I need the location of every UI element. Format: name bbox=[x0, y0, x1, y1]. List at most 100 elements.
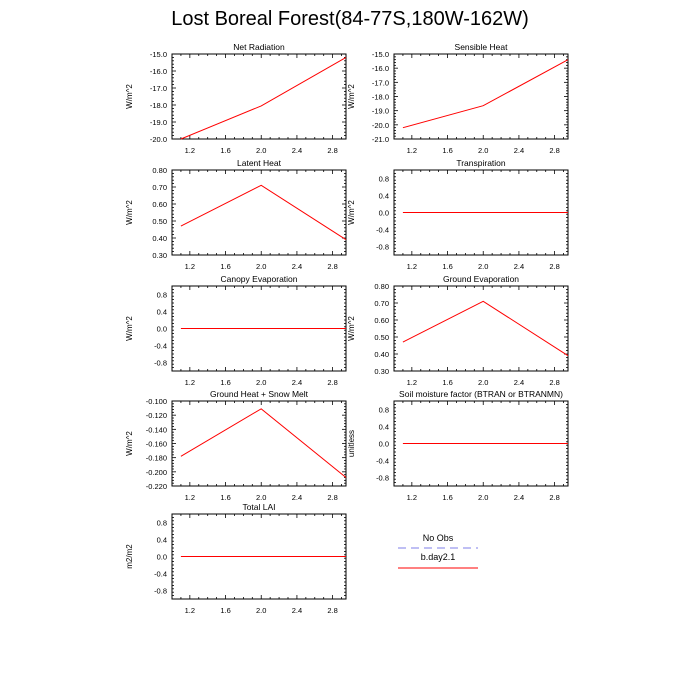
x-tick-label: 1.2 bbox=[185, 378, 195, 387]
x-tick-label: 1.6 bbox=[220, 378, 230, 387]
x-tick-label: 1.6 bbox=[220, 146, 230, 155]
y-tick-label: -19.0 bbox=[372, 107, 389, 116]
y-tick-label: 0.4 bbox=[379, 423, 389, 432]
x-tick-label: 2.8 bbox=[549, 262, 559, 271]
x-tick-label: 2.4 bbox=[514, 493, 524, 502]
y-tick-label: -0.8 bbox=[376, 474, 389, 483]
y-tick-label: 0.0 bbox=[379, 440, 389, 449]
legend-label-obs: No Obs bbox=[423, 533, 454, 543]
y-tick-label: -0.120 bbox=[146, 411, 167, 420]
y-tick-label: 0.4 bbox=[157, 536, 167, 545]
y-tick-label: -0.100 bbox=[146, 397, 167, 406]
y-axis-label: m2/m2 bbox=[125, 544, 134, 569]
plot-frame bbox=[171, 169, 347, 256]
plot-frame bbox=[171, 53, 347, 140]
x-tick-label: 1.6 bbox=[220, 493, 230, 502]
y-tick-label: 0.8 bbox=[157, 519, 167, 528]
y-tick-label: -0.4 bbox=[376, 457, 389, 466]
y-tick-label: 0.0 bbox=[379, 209, 389, 218]
y-tick-label: 0.60 bbox=[152, 200, 167, 209]
y-tick-label: 0.50 bbox=[374, 333, 389, 342]
y-tick-label: -20.0 bbox=[372, 121, 389, 130]
y-tick-label: -15.0 bbox=[372, 50, 389, 59]
x-tick-label: 2.0 bbox=[478, 146, 488, 155]
y-axis-label: W/m^2 bbox=[125, 316, 134, 341]
series-line bbox=[402, 300, 569, 357]
y-tick-label: -17.0 bbox=[372, 78, 389, 87]
x-tick-label: 2.8 bbox=[549, 146, 559, 155]
y-tick-label: 0.8 bbox=[379, 175, 389, 184]
panel-title: Ground Heat + Snow Melt bbox=[210, 389, 309, 399]
x-tick-label: 1.6 bbox=[442, 493, 452, 502]
x-tick-label: 1.2 bbox=[407, 493, 417, 502]
y-tick-label: -19.0 bbox=[150, 118, 167, 127]
x-tick-label: 2.4 bbox=[514, 262, 524, 271]
figure-title: Lost Boreal Forest(84-77S,180W-162W) bbox=[171, 8, 529, 30]
series-line bbox=[180, 184, 347, 241]
y-axis-label: unitless bbox=[347, 430, 356, 457]
y-tick-label: 0.80 bbox=[152, 166, 167, 175]
x-tick-label: 2.4 bbox=[292, 606, 302, 615]
x-tick-label: 1.6 bbox=[442, 378, 452, 387]
plot-frame bbox=[393, 285, 569, 372]
x-tick-label: 1.2 bbox=[185, 493, 195, 502]
y-axis-label: W/m^2 bbox=[347, 200, 356, 225]
x-tick-label: 2.0 bbox=[256, 378, 266, 387]
panel-title: Total LAI bbox=[242, 502, 275, 512]
plot-frame bbox=[171, 400, 347, 487]
y-tick-label: 0.0 bbox=[157, 553, 167, 562]
x-tick-label: 2.0 bbox=[256, 606, 266, 615]
x-tick-label: 1.2 bbox=[407, 146, 417, 155]
y-axis-label: W/m^2 bbox=[347, 316, 356, 341]
y-tick-label: -0.4 bbox=[376, 226, 389, 235]
x-tick-label: 1.2 bbox=[407, 262, 417, 271]
x-tick-label: 2.8 bbox=[549, 378, 559, 387]
panel-title: Net Radiation bbox=[233, 42, 285, 52]
y-tick-label: -20.0 bbox=[150, 135, 167, 144]
y-axis-label: W/m^2 bbox=[125, 84, 134, 109]
y-tick-label: -0.160 bbox=[146, 440, 167, 449]
y-tick-label: 0.40 bbox=[152, 234, 167, 243]
y-axis-label: W/m^2 bbox=[347, 84, 356, 109]
x-tick-label: 2.0 bbox=[478, 378, 488, 387]
x-tick-label: 2.0 bbox=[256, 146, 266, 155]
y-tick-label: -16.0 bbox=[150, 67, 167, 76]
x-tick-label: 1.6 bbox=[442, 146, 452, 155]
x-tick-label: 2.8 bbox=[327, 378, 337, 387]
y-tick-label: -0.4 bbox=[154, 342, 167, 351]
x-tick-label: 1.6 bbox=[442, 262, 452, 271]
y-tick-label: 0.70 bbox=[374, 299, 389, 308]
panel-title: Transpiration bbox=[456, 158, 506, 168]
y-tick-label: -0.8 bbox=[154, 587, 167, 596]
y-tick-label: 0.80 bbox=[374, 282, 389, 291]
panel-title: Canopy Evaporation bbox=[220, 274, 297, 284]
x-tick-label: 1.2 bbox=[185, 262, 195, 271]
x-tick-label: 2.0 bbox=[256, 262, 266, 271]
x-tick-label: 2.4 bbox=[292, 262, 302, 271]
y-tick-label: 0.0 bbox=[157, 325, 167, 334]
y-tick-label: 0.8 bbox=[157, 291, 167, 300]
x-tick-label: 1.2 bbox=[185, 606, 195, 615]
x-tick-label: 2.8 bbox=[327, 262, 337, 271]
series-line bbox=[180, 408, 347, 478]
panel-title: Ground Evaporation bbox=[443, 274, 519, 284]
y-axis-label: W/m^2 bbox=[125, 200, 134, 225]
y-tick-label: 0.40 bbox=[374, 350, 389, 359]
y-tick-label: -16.0 bbox=[372, 64, 389, 73]
y-tick-label: 0.30 bbox=[152, 251, 167, 260]
x-tick-label: 1.6 bbox=[220, 606, 230, 615]
y-tick-label: 0.4 bbox=[157, 308, 167, 317]
y-tick-label: -15.0 bbox=[150, 50, 167, 59]
series-line bbox=[180, 56, 347, 140]
y-tick-label: -0.200 bbox=[146, 468, 167, 477]
y-tick-label: -18.0 bbox=[150, 101, 167, 110]
y-tick-label: -18.0 bbox=[372, 93, 389, 102]
plot-frame bbox=[393, 53, 569, 140]
series-line bbox=[402, 59, 569, 129]
panel-title: Latent Heat bbox=[237, 158, 282, 168]
y-tick-label: -0.220 bbox=[146, 482, 167, 491]
x-tick-label: 2.8 bbox=[549, 493, 559, 502]
x-tick-label: 2.4 bbox=[292, 378, 302, 387]
x-tick-label: 2.8 bbox=[327, 606, 337, 615]
y-tick-label: -0.180 bbox=[146, 454, 167, 463]
